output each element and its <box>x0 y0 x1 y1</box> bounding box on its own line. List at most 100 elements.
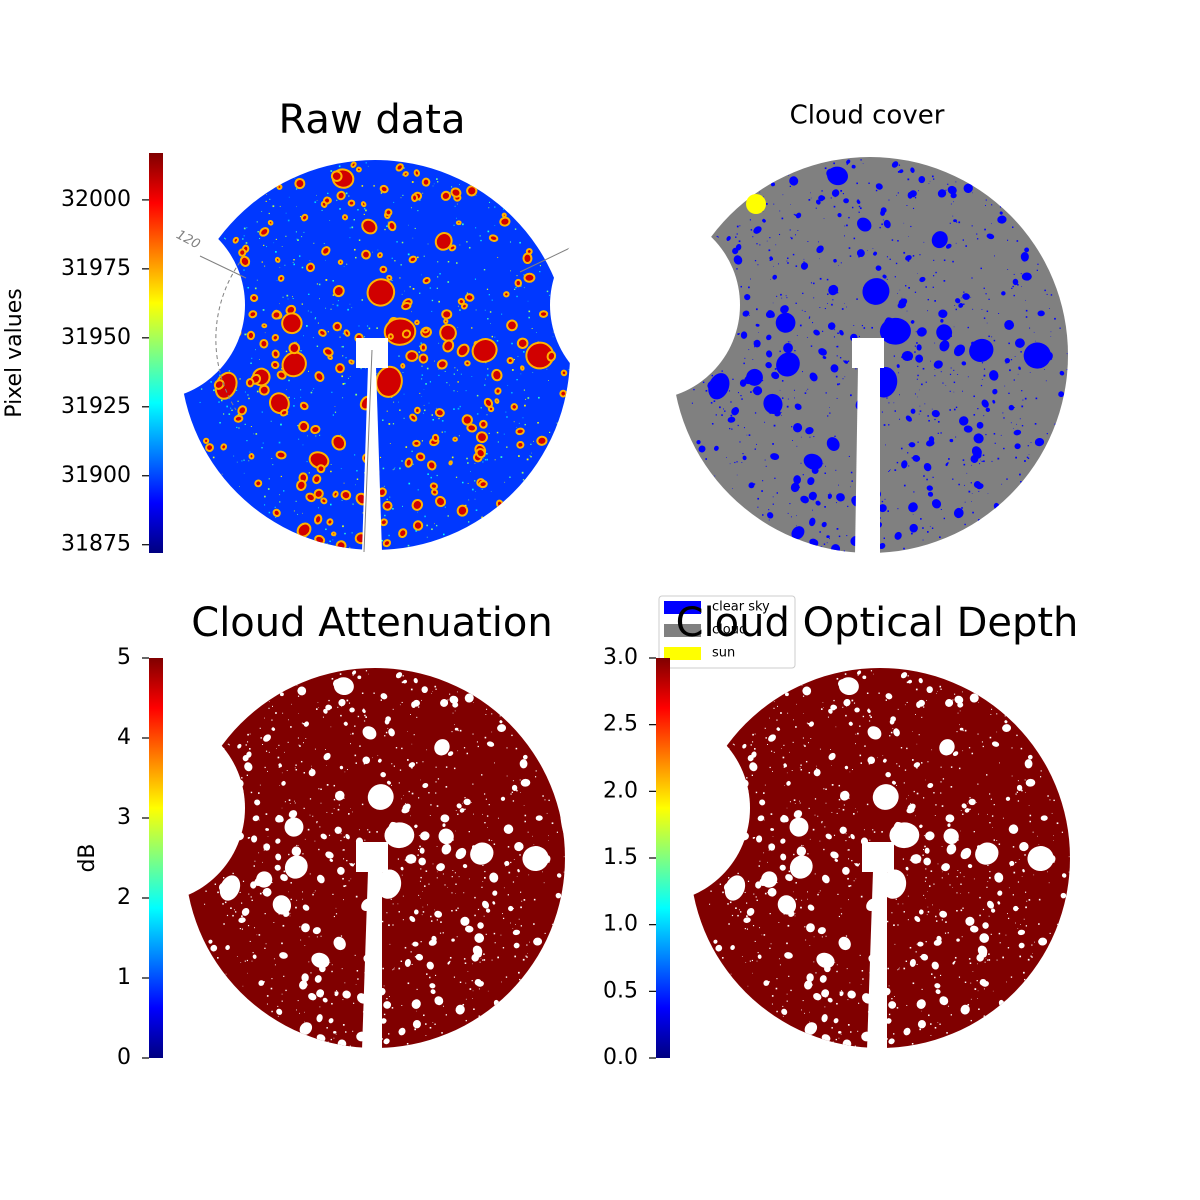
sky-speckle <box>451 731 453 733</box>
sky-speckle <box>949 390 951 392</box>
sky-speckle <box>314 317 317 319</box>
sky-speckle <box>262 442 264 444</box>
cloud-gap <box>274 256 281 263</box>
sky-speckle <box>941 919 943 921</box>
sky-speckle <box>512 780 514 782</box>
sky-speckle <box>716 235 718 238</box>
sky-speckle <box>912 514 914 515</box>
sky-speckle <box>491 731 493 733</box>
sky-speckle <box>857 732 859 735</box>
sky-speckle <box>330 726 332 728</box>
sky-speckle <box>891 998 893 1000</box>
cloud-gap <box>305 262 316 273</box>
sky-speckle <box>445 766 448 768</box>
sky-speckle <box>1061 831 1064 833</box>
sky-speckle <box>1027 445 1029 447</box>
cloud-gap <box>807 904 815 911</box>
sky-speckle <box>855 733 857 735</box>
sky-speckle <box>822 463 824 465</box>
sky-speckle <box>915 331 917 333</box>
sky-speckle <box>417 210 419 212</box>
sky-speckle <box>771 995 774 997</box>
cloud-gap <box>821 521 827 528</box>
sky-speckle <box>439 932 442 934</box>
sky-speckle <box>903 782 905 784</box>
cloud-gap <box>1017 929 1026 936</box>
cloud-gap <box>474 933 485 943</box>
sky-speckle <box>863 829 865 831</box>
sky-speckle <box>431 414 434 416</box>
cloud-gap <box>809 372 818 382</box>
cloud-gap <box>901 460 908 469</box>
cloud-gap <box>878 504 887 513</box>
sky-speckle <box>244 391 246 393</box>
sky-speckle <box>922 854 924 856</box>
sky-speckle <box>1044 289 1046 292</box>
sky-speckle <box>962 239 964 241</box>
sky-speckle <box>222 903 224 905</box>
sky-speckle <box>816 768 818 770</box>
sky-speckle <box>978 1008 980 1010</box>
sky-speckle <box>848 216 850 219</box>
sky-speckle <box>494 336 496 338</box>
sky-speckle <box>790 236 792 238</box>
sky-speckle <box>552 331 554 333</box>
cloud-gap <box>916 701 921 709</box>
sky-speckle <box>518 918 520 920</box>
cloud-gap <box>1045 351 1053 361</box>
cloud-gap <box>809 517 816 527</box>
sky-speckle <box>508 871 511 874</box>
sky-speckle <box>333 798 336 801</box>
sky-speckle <box>802 371 804 373</box>
cloud-gap <box>875 265 882 271</box>
sky-speckle <box>361 185 364 187</box>
sky-speckle <box>719 406 721 409</box>
cloud-gap <box>218 882 228 891</box>
sky-speckle <box>501 313 503 315</box>
sky-speckle <box>246 774 249 776</box>
sky-speckle <box>970 1019 972 1022</box>
sky-speckle <box>1016 791 1019 793</box>
sky-speckle <box>275 251 277 253</box>
sky-speckle <box>818 892 820 893</box>
cloud-gap <box>910 167 915 173</box>
sky-speckle <box>519 854 521 856</box>
sky-speckle <box>734 461 736 464</box>
sky-speckle <box>947 1005 949 1007</box>
cloud-gap <box>503 824 514 834</box>
sky-speckle <box>849 255 852 257</box>
sky-speckle <box>457 305 459 307</box>
sky-speckle <box>287 298 289 300</box>
sky-speckle <box>318 788 320 790</box>
sky-speckle <box>961 297 962 299</box>
cloud-gap <box>421 686 428 694</box>
sky-speckle <box>907 895 909 897</box>
sky-speckle <box>986 774 988 776</box>
sky-speckle <box>885 444 886 446</box>
cloud-gap <box>361 218 378 235</box>
cloud-gap <box>928 436 935 443</box>
cloud-gap <box>519 759 528 769</box>
sky-speckle <box>261 411 263 413</box>
sky-speckle <box>383 985 385 987</box>
cloud-gap <box>429 983 436 989</box>
sky-speckle <box>482 813 483 815</box>
sky-speckle <box>746 915 748 918</box>
sky-speckle <box>476 413 479 415</box>
sky-speckle <box>332 893 334 895</box>
sky-speckle <box>420 342 423 344</box>
cloud-gap <box>953 344 966 357</box>
sky-speckle <box>331 964 333 966</box>
sky-speckle <box>418 894 420 896</box>
sky-speckle <box>301 236 303 238</box>
sky-speckle <box>518 971 520 974</box>
sky-speckle <box>974 988 977 990</box>
sky-speckle <box>927 531 929 533</box>
sky-speckle <box>354 454 356 456</box>
cloud-gap <box>514 278 523 288</box>
sky-speckle <box>261 261 263 263</box>
sky-speckle <box>903 911 905 913</box>
sky-speckle <box>787 712 789 714</box>
cloud-gap <box>447 961 450 965</box>
sky-speckle <box>481 774 483 776</box>
